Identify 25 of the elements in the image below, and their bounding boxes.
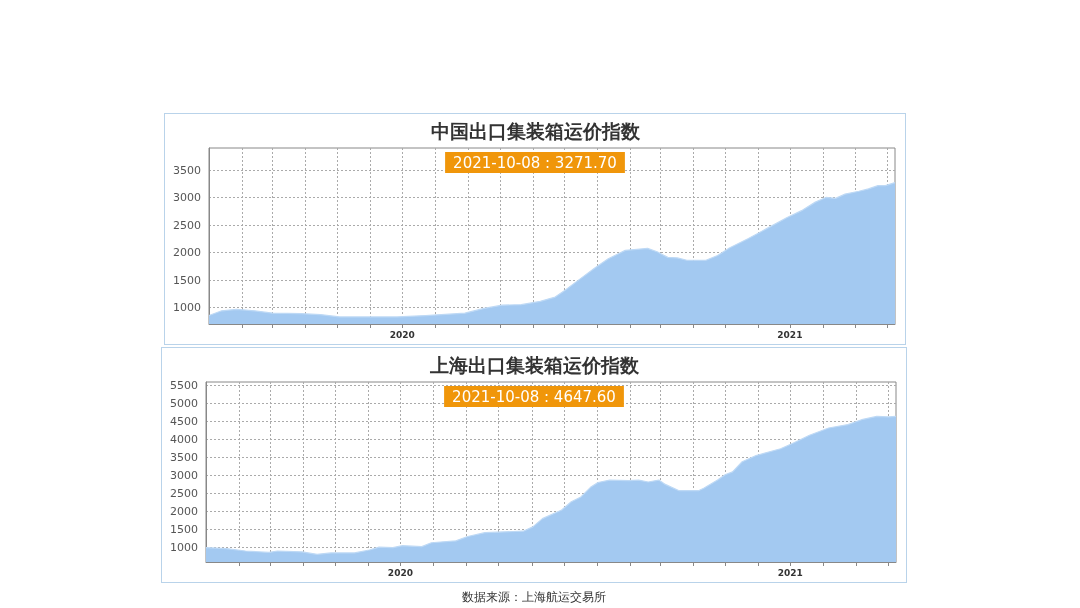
chart-title: 上海出口集装箱运价指数 xyxy=(428,353,640,376)
y-tick-label: 4500 xyxy=(170,415,198,429)
y-tick-label: 2500 xyxy=(173,218,201,232)
y-tick-label: 1000 xyxy=(173,301,201,314)
y-tick-label: 2500 xyxy=(170,487,198,501)
annotation: 2021-10-08 : 4647.60 xyxy=(452,387,616,406)
source-note: 数据来源：上海航运交易所 xyxy=(461,589,607,606)
x-tick-label: 2020 xyxy=(387,567,413,578)
y-tick-label: 3500 xyxy=(170,451,198,465)
y-tick-label: 5000 xyxy=(170,397,198,411)
y-tick-label: 1500 xyxy=(173,273,201,287)
x-tick-label: 2021 xyxy=(777,567,803,578)
y-tick-label: 3500 xyxy=(173,163,201,177)
y-tick-label: 2000 xyxy=(170,505,198,519)
y-tick-label: 2000 xyxy=(173,246,201,259)
y-tick-label: 5500 xyxy=(170,379,198,393)
y-tick-label: 3000 xyxy=(170,469,198,483)
y-tick-label: 1000 xyxy=(170,541,198,555)
y-tick-label: 4000 xyxy=(170,433,198,447)
annotation: 2021-10-08 : 3271.70 xyxy=(453,153,617,172)
y-tick-label: 1500 xyxy=(170,523,198,537)
x-tick-label: 2021 xyxy=(777,329,803,340)
x-tick-label: 2020 xyxy=(389,329,415,340)
y-tick-label: 3000 xyxy=(173,191,201,204)
chart-title: 中国出口集装箱运价指数 xyxy=(430,119,641,142)
